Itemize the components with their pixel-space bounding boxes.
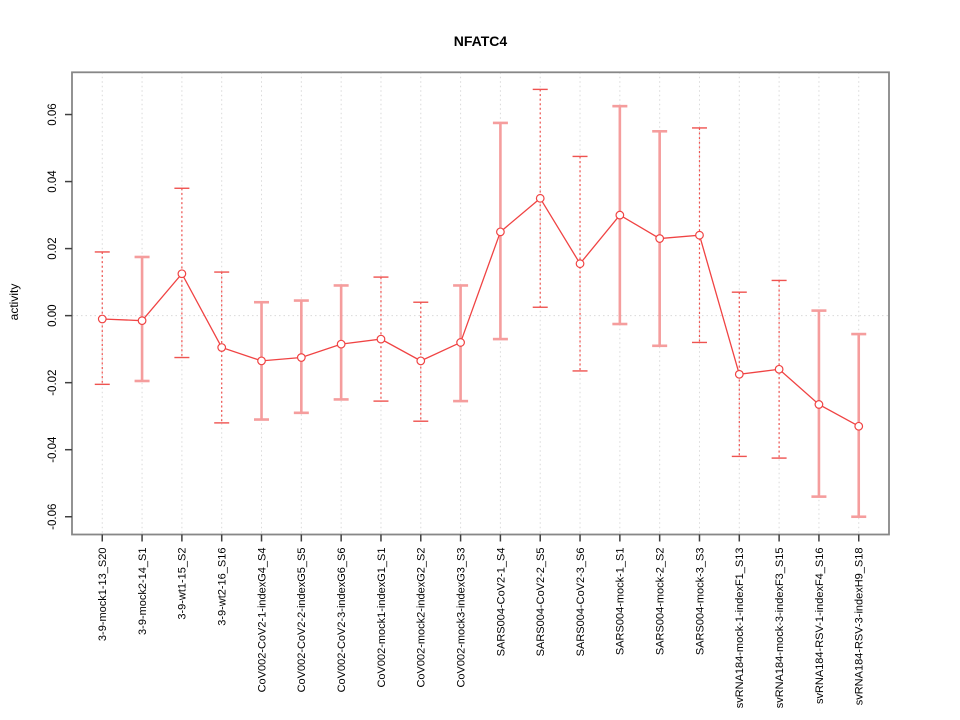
- x-tick-label: svRNA184-RSV-1-indexF4_S16: [814, 548, 826, 705]
- data-point-marker: [336, 339, 346, 349]
- y-tick-label: 0.02: [47, 237, 59, 259]
- data-point-marker: [814, 400, 824, 409]
- data-point-marker: [496, 227, 505, 237]
- y-tick-label: -0.04: [47, 436, 59, 463]
- data-point-marker: [376, 334, 386, 344]
- x-tick-label: SARS004-CoV2-1_S4: [495, 548, 507, 657]
- chart-title: NFATC4: [453, 33, 508, 49]
- data-point-marker: [217, 343, 227, 352]
- x-tick-label: svRNA184-mock-1-indexF1_S13: [734, 548, 746, 709]
- data-point-marker: [97, 314, 107, 324]
- x-tick-label: svRNA184-RSV-3-indexH9_S18: [854, 548, 866, 706]
- data-point-marker: [615, 210, 625, 220]
- x-tick-label: SARS004-CoV2-3_S6: [575, 548, 587, 657]
- data-point-marker: [774, 364, 784, 374]
- x-tick-label: SARS004-CoV2-2_S5: [535, 548, 547, 657]
- data-point-marker: [296, 353, 306, 362]
- data-point-marker: [734, 369, 744, 379]
- x-tick-label: 3-9-mock2-14_S1: [137, 548, 149, 635]
- x-tick-label: 3-9-wt2-16_S16: [217, 548, 229, 626]
- data-point-marker: [535, 193, 545, 203]
- data-point-marker: [456, 338, 465, 347]
- x-tick-label: SARS004-mock-2_S2: [655, 548, 667, 656]
- x-tick-label: CoV002-mock1-indexG1_S1: [376, 548, 388, 688]
- data-point-marker: [137, 316, 147, 326]
- x-tick-label: CoV002-mock3-indexG3_S3: [455, 548, 467, 688]
- y-axis-label: activity: [7, 283, 21, 321]
- data-point-marker: [655, 234, 665, 243]
- y-tick-label: -0.06: [47, 504, 59, 530]
- series-line: [102, 197, 860, 427]
- y-tick-label: 0.00: [47, 304, 59, 326]
- plot-border: [71, 71, 890, 536]
- data-point-marker: [854, 421, 864, 431]
- x-tick-label: SARS004-mock-1_S1: [615, 548, 627, 656]
- y-tick-label: 0.04: [47, 170, 59, 193]
- x-tick-label: 3-9-wt1-15_S2: [177, 548, 189, 620]
- data-point-marker: [177, 269, 187, 279]
- x-tick-label: CoV002-CoV2-1-indexG4_S4: [256, 548, 268, 693]
- x-tick-label: CoV002-CoV2-3-indexG6_S6: [336, 548, 348, 693]
- y-tick-label: 0.06: [47, 103, 59, 125]
- y-tick-label: -0.02: [47, 370, 59, 396]
- data-point-marker: [416, 356, 426, 366]
- x-tick-label: svRNA184-mock-3-indexF3_S15: [774, 548, 786, 709]
- x-tick-label: CoV002-CoV2-2-indexG5_S5: [296, 548, 308, 693]
- data-point-marker: [695, 230, 704, 240]
- x-tick-label: 3-9-mock1-13_S20: [97, 548, 109, 642]
- data-point-marker: [257, 356, 266, 366]
- x-tick-label: CoV002-mock2-indexG2_S2: [416, 548, 428, 688]
- data-point-marker: [575, 259, 585, 269]
- x-tick-label: SARS004-mock-3_S3: [694, 548, 706, 656]
